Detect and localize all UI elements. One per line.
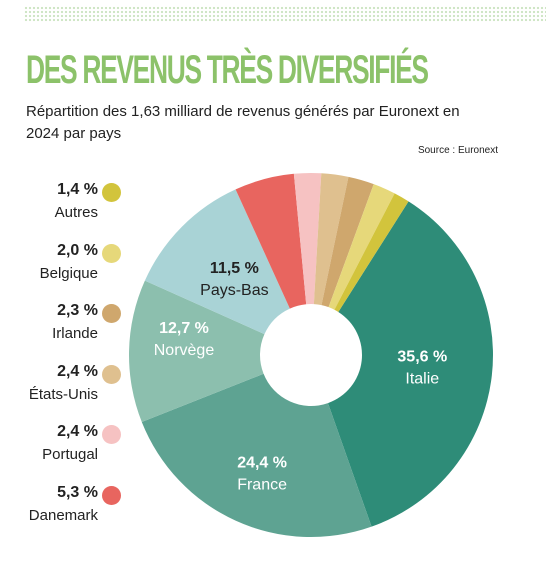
slice-irlande — [321, 176, 374, 308]
slice-label-norvege: Norvège — [154, 342, 215, 359]
decorative-dot-band — [24, 6, 546, 22]
legend-label: Autres — [54, 204, 98, 221]
slice-france — [141, 373, 372, 537]
slice-belgique — [328, 184, 395, 310]
slice-portugal — [293, 173, 322, 305]
slice-pays-bas — [144, 189, 290, 335]
legend-label: Irlande — [52, 325, 98, 342]
legend-item-irlande: 2,3 % Irlande — [0, 302, 125, 352]
legend-swatch — [102, 183, 121, 202]
legend-value: 2,4 % — [57, 423, 98, 440]
slice-label-pays-bas: Pays-Bas — [200, 282, 268, 299]
slice-danemark — [235, 173, 307, 309]
legend-item-belgique: 2,0 % Belgique — [0, 242, 125, 292]
chart-subtitle: Répartition des 1,63 milliard de revenus… — [26, 103, 460, 142]
slice-value-norvege: 12,7 % — [159, 320, 209, 337]
legend-item-etats-unis: 2,4 % États-Unis — [0, 363, 125, 413]
slice-norvege — [129, 280, 265, 422]
legend-value: 2,0 % — [57, 241, 98, 259]
slice-value-france: 24,4 % — [237, 454, 287, 471]
legend-value: 5,3 % — [57, 483, 98, 501]
legend-item-portugal: 2,4 % Portugal — [0, 423, 125, 473]
legend-swatch — [102, 425, 121, 444]
slice-etats-unis — [313, 173, 349, 306]
legend-label: Belgique — [39, 264, 98, 282]
legend-swatch — [102, 485, 121, 505]
slice-italie — [327, 201, 493, 527]
legend-value: 1,4 % — [57, 181, 98, 198]
legend-label: États-Unis — [28, 385, 98, 403]
slice-label-france: France — [237, 476, 287, 493]
legend-label: Danemark — [28, 506, 98, 524]
slice-autres — [334, 193, 409, 312]
legend-label: Portugal — [42, 446, 98, 463]
legend-swatch — [102, 364, 121, 384]
chart-source: Source : Euronext — [417, 145, 498, 156]
chart-title: DES REVENUS TRÈS DIVERSIFIÉS — [26, 48, 429, 92]
legend-value: 2,3 % — [57, 302, 98, 319]
legend-swatch — [102, 304, 121, 323]
slice-value-pays-bas: 11,5 % — [210, 260, 259, 277]
legend-item-danemark: 5,3 % Danemark — [0, 484, 125, 534]
legend-value: 2,4 % — [57, 362, 98, 380]
legend-swatch — [102, 243, 121, 263]
slice-value-italie: 35,6 % — [397, 349, 447, 366]
legend-item-autres: 1,4 % Autres — [0, 181, 125, 231]
slice-label-italie: Italie — [405, 371, 439, 388]
